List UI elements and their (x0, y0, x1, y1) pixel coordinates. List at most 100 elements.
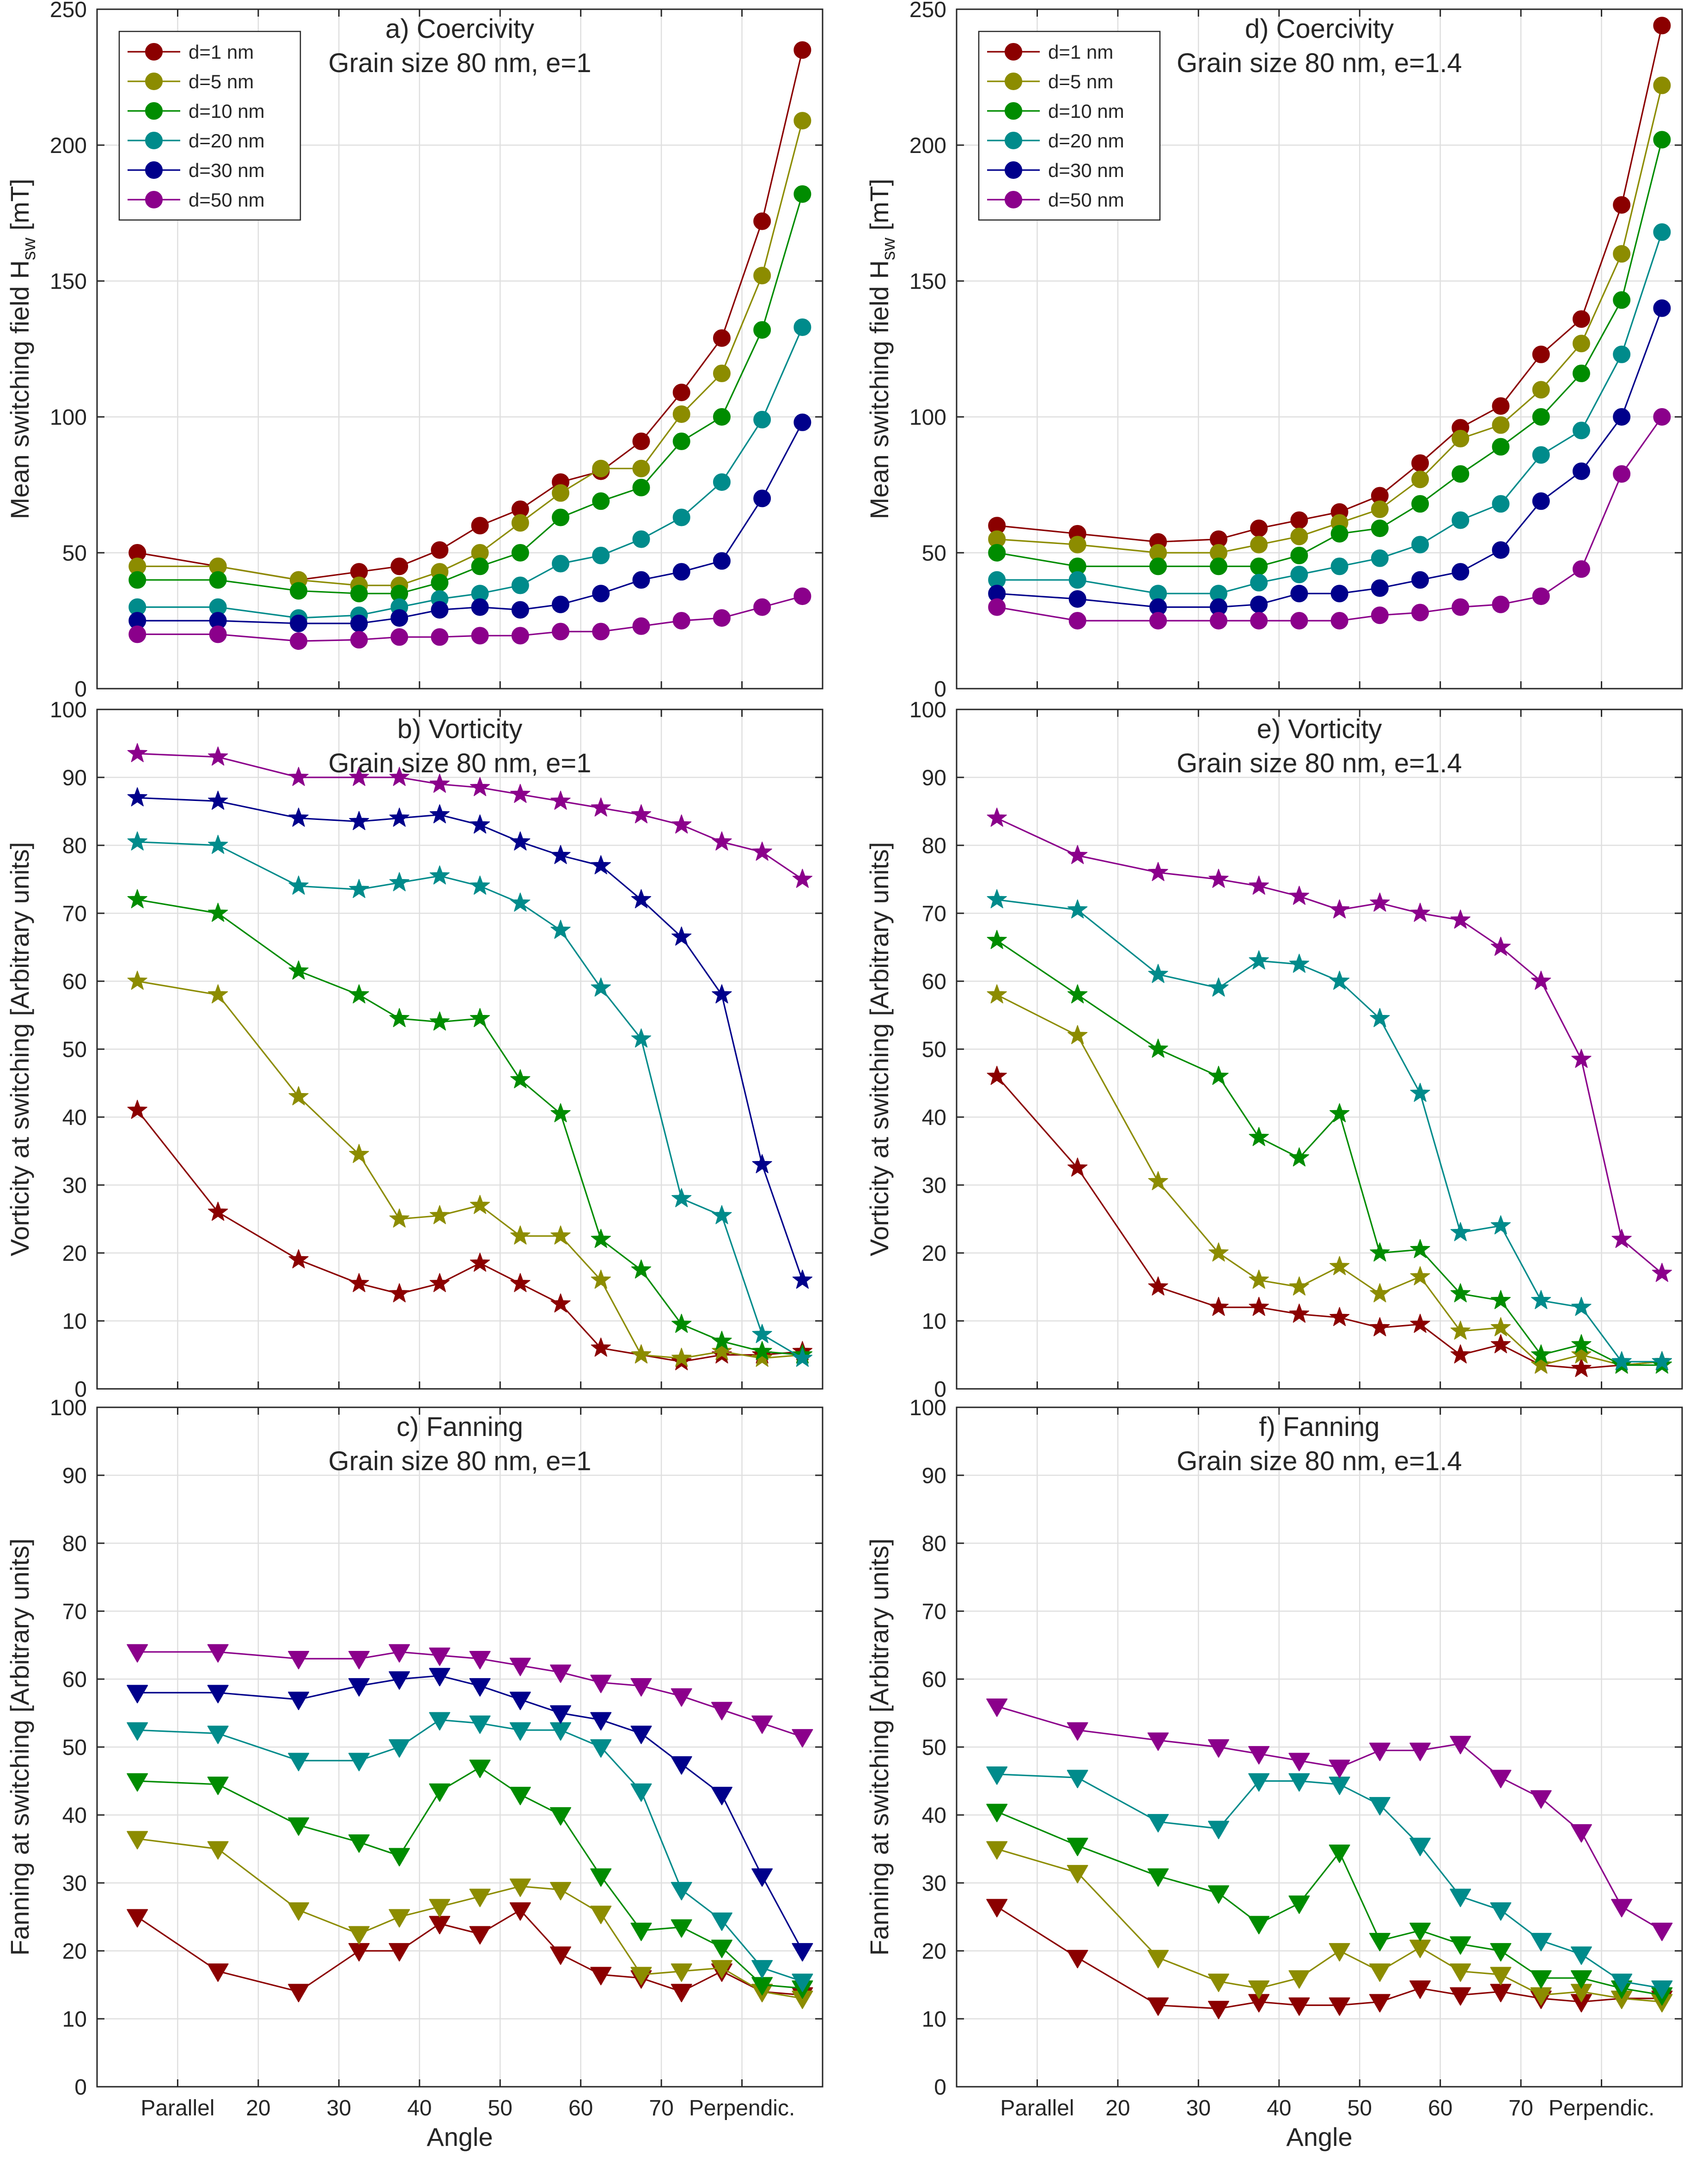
data-point (1532, 492, 1550, 510)
x-tick-label: 20 (246, 2096, 270, 2120)
series-line (997, 1773, 1662, 1989)
data-point (1149, 612, 1167, 629)
data-point (471, 557, 489, 575)
data-point (671, 814, 692, 834)
series-line (137, 980, 803, 1359)
data-point (470, 814, 490, 834)
data-point (509, 1692, 531, 1711)
data-point (671, 1348, 692, 1367)
data-point (1068, 612, 1086, 629)
data-point (389, 872, 409, 892)
series-d-1-nm (127, 1100, 813, 1370)
data-point (550, 1882, 572, 1900)
legend-item: d=1 nm (128, 41, 254, 63)
series-d-50-nm (128, 587, 811, 650)
data-point (1572, 335, 1590, 353)
data-point (1067, 1865, 1088, 1883)
data-point (390, 628, 409, 646)
data-point (1532, 587, 1550, 605)
x-tick-label: 60 (1428, 2096, 1452, 2120)
data-point (1490, 1902, 1512, 1921)
data-point (1147, 1997, 1169, 2016)
legend-marker (145, 191, 163, 208)
data-point (1248, 1916, 1270, 1935)
data-point (1490, 936, 1511, 956)
ticks: 0 10 20 30 40 50 60 70 80 90 100 Parallel 20 30 40 50 60… (909, 1396, 1682, 2120)
y-axis-label: Vorticity at switching [Arbitrary units] (5, 842, 34, 1256)
data-point (288, 767, 309, 786)
data-point (1250, 519, 1268, 538)
series-d-1-nm (127, 1902, 813, 2006)
legend-marker (145, 73, 163, 90)
data-point (429, 1647, 451, 1666)
legend-item: d=20 nm (128, 130, 265, 152)
data-point (469, 1715, 491, 1734)
data-point (350, 585, 368, 603)
data-point (592, 623, 610, 641)
data-point (988, 598, 1006, 616)
y-tick-label: 100 (50, 405, 87, 430)
data-point (1653, 299, 1671, 317)
data-point (1289, 886, 1310, 905)
data-point (127, 743, 147, 763)
data-point (1147, 1732, 1169, 1751)
data-point (509, 1878, 531, 1897)
data-point (1651, 1923, 1673, 1941)
data-point (207, 835, 228, 854)
data-point (429, 1899, 451, 1918)
data-point (1490, 1770, 1512, 1789)
series-line (137, 327, 803, 619)
data-point (389, 1671, 410, 1690)
data-point (290, 632, 308, 650)
data-point (389, 807, 409, 827)
x-tick-label: 70 (649, 2096, 673, 2120)
series-d-50-nm (127, 1644, 813, 1748)
data-point (1369, 1742, 1391, 1761)
data-point (1370, 1008, 1390, 1027)
data-point (1147, 1814, 1169, 1833)
data-point (1450, 1344, 1470, 1364)
series-d-20-nm (127, 831, 813, 1367)
data-point (1148, 1276, 1168, 1296)
data-point (986, 1766, 1008, 1785)
y-tick-label: 50 (62, 541, 87, 566)
data-point (1492, 495, 1510, 513)
data-point (207, 1841, 229, 1860)
data-point (207, 1202, 228, 1221)
data-point (1371, 500, 1389, 518)
data-point (389, 767, 409, 786)
series-d-5-nm (986, 1841, 1673, 2013)
data-point (550, 1225, 571, 1245)
legend-label: d=30 nm (1048, 159, 1124, 181)
data-point (288, 960, 309, 980)
data-point (431, 628, 449, 646)
data-point (671, 1314, 692, 1333)
data-point (429, 1668, 451, 1686)
data-point (389, 1283, 409, 1302)
data-point (288, 1692, 310, 1711)
y-tick-label: 20 (62, 1241, 87, 1266)
data-point (1490, 1334, 1511, 1353)
data-point (471, 598, 489, 616)
data-point (348, 1651, 370, 1669)
data-point (590, 1967, 612, 1986)
data-point (431, 574, 449, 592)
data-point (1571, 1296, 1592, 1316)
data-point (1409, 1939, 1431, 1958)
data-point (127, 1831, 148, 1850)
series-d-30-nm (127, 787, 813, 1289)
data-point (510, 831, 531, 851)
data-point (1068, 590, 1086, 608)
axes-box (956, 709, 1683, 1390)
y-tick-label: 10 (922, 2007, 946, 2032)
data-point (288, 1651, 310, 1669)
data-point (753, 410, 771, 428)
x-axis-label: Angle (1286, 2122, 1352, 2151)
legend-label: d=30 nm (189, 159, 265, 181)
legend-item: d=10 nm (987, 100, 1124, 122)
data-point (592, 585, 610, 603)
data-point (792, 1270, 813, 1289)
legend-label: d=5 nm (189, 71, 254, 92)
data-point (510, 892, 531, 912)
series-line (996, 817, 1663, 1274)
